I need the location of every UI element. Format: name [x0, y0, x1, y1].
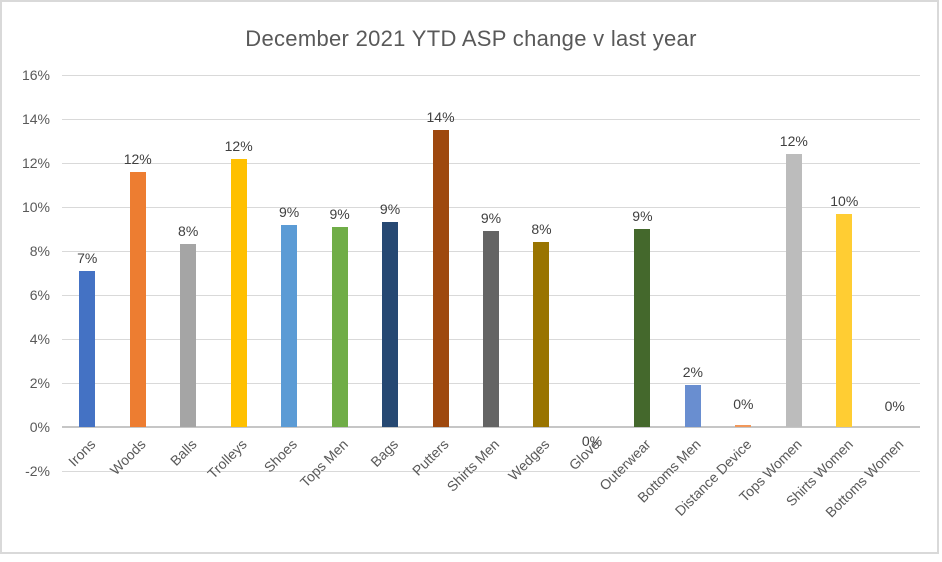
bar-label: 7%: [77, 249, 98, 266]
bar-label: 9%: [278, 203, 300, 220]
bar-label: 10%: [830, 192, 859, 209]
bar: [382, 222, 399, 427]
bar: [483, 231, 499, 427]
x-category-label: Shirts Men: [443, 436, 503, 495]
x-category-label: Irons: [65, 436, 99, 470]
x-category-label: Trolleys: [204, 436, 250, 482]
bar-label: 9%: [632, 208, 653, 224]
chart-title: December 2021 YTD ASP change v last year: [245, 26, 697, 51]
bar: [281, 224, 298, 427]
x-category-label: Putters: [409, 436, 452, 479]
y-tick-label: 12%: [21, 155, 50, 171]
y-tick-label: 8%: [29, 243, 50, 259]
bar-label: 8%: [178, 223, 199, 240]
gridline: [62, 75, 920, 76]
x-axis-line: [62, 426, 920, 428]
y-tick-label: 0%: [29, 419, 50, 435]
x-category-label: Bags: [367, 436, 402, 470]
bar: [836, 213, 853, 427]
bar: [79, 270, 96, 427]
gridline: [62, 207, 920, 208]
bar-label: 9%: [379, 201, 401, 218]
bar-label: 2%: [682, 364, 703, 381]
bar-label: 9%: [329, 205, 350, 222]
y-tick-label: 2%: [29, 375, 50, 391]
x-category-label: Shoes: [261, 436, 301, 476]
bar: [331, 226, 348, 427]
x-category-label: Wedges: [505, 436, 553, 484]
y-tick-label: 10%: [21, 199, 50, 215]
bar-label: 12%: [123, 150, 152, 167]
bar-label: 0%: [733, 395, 754, 412]
y-tick-label: 4%: [29, 331, 50, 347]
bar-label: 12%: [224, 137, 253, 154]
bar: [432, 130, 449, 427]
bar-label: 14%: [426, 109, 455, 125]
bar-label: 0%: [581, 433, 603, 449]
bar-label: 12%: [779, 133, 808, 150]
gridline: [62, 471, 920, 472]
bar-label: 9%: [480, 210, 502, 227]
bar: [684, 385, 701, 427]
bar: [180, 244, 197, 427]
y-tick-label: 6%: [29, 287, 50, 303]
y-tick-label: 16%: [21, 67, 50, 83]
bar: [634, 229, 651, 427]
bar-label: 8%: [531, 221, 552, 238]
x-category-label: Balls: [166, 436, 200, 469]
bar-label: 0%: [884, 398, 905, 414]
bar: [735, 424, 752, 427]
bar: [129, 171, 146, 427]
y-tick-label: 14%: [21, 111, 50, 127]
gridline: [62, 163, 920, 164]
bar: [533, 242, 550, 427]
y-tick-label: -2%: [25, 463, 50, 479]
x-category-label: Tops Men: [296, 436, 351, 491]
gridline: [62, 119, 920, 120]
bar: [785, 154, 802, 427]
bar: [230, 158, 247, 427]
